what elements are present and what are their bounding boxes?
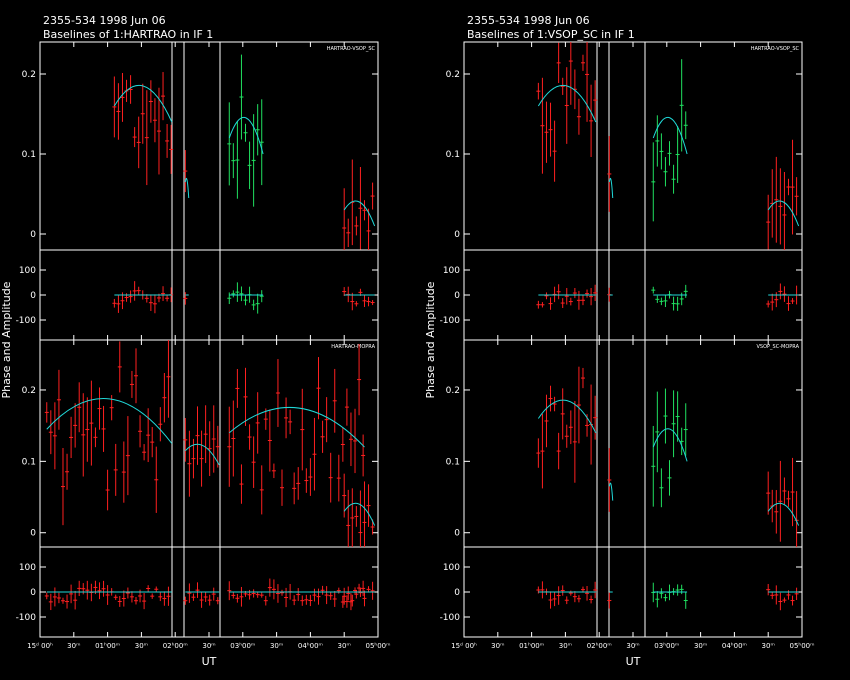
- amp-tick-label: 0: [454, 529, 460, 539]
- phase-tick-label: -100: [440, 613, 461, 623]
- x-tick-label: 02ʰ00ᵐ: [163, 642, 188, 650]
- baseline-label: HARTRAO-MOPRA: [331, 344, 375, 350]
- x-tick-label: 30ᵐ: [626, 642, 639, 650]
- x-tick-label: 05ʰ00ᵐ: [789, 642, 814, 650]
- phase-tick-label: 0: [454, 291, 460, 301]
- x-tick-label: 15ᵈ 00ʰ: [27, 642, 53, 650]
- x-tick-label: 05ʰ00ᵐ: [365, 642, 390, 650]
- model-curve: [767, 200, 800, 227]
- phase-tick-label: -100: [440, 316, 461, 326]
- baseline-label: VSOP_SC-MOPRA: [757, 344, 800, 350]
- amp-tick-label: 0.1: [22, 150, 36, 160]
- phase-panel-frame: [39, 249, 379, 341]
- model-curve: [537, 85, 597, 123]
- chart-subtitle: Baselines of 1:HARTRAO in IF 1: [43, 28, 213, 41]
- amplitude-panel-frame: [39, 339, 379, 548]
- model-curve: [343, 502, 376, 526]
- chart-title: 2355-534 1998 Jun 06: [467, 14, 590, 27]
- x-axis-label: UT: [626, 655, 641, 668]
- phase-tick-label: 0: [454, 588, 460, 598]
- amp-tick-label: 0.1: [22, 457, 36, 467]
- x-tick-label: 30ᵐ: [694, 642, 707, 650]
- amp-tick-label: 0: [30, 230, 36, 240]
- phase-tick-label: 100: [19, 266, 36, 276]
- amplitude-panel-frame: [463, 41, 803, 251]
- phase-tick-label: 100: [443, 266, 460, 276]
- phase-panel-frame: [463, 249, 803, 341]
- phase-tick-label: -100: [16, 613, 37, 623]
- amp-tick-label: 0.2: [446, 386, 460, 396]
- phase-panel-frame: [463, 546, 803, 638]
- baseline-label: HARTRAO-VSOP_SC: [327, 46, 376, 52]
- model-curve: [46, 398, 173, 444]
- model-curve: [184, 178, 190, 199]
- x-tick-label: 30ᵐ: [135, 642, 148, 650]
- model-curve: [228, 117, 264, 155]
- amp-tick-label: 0.2: [22, 70, 36, 80]
- x-tick-label: 03ʰ00ᵐ: [654, 642, 679, 650]
- model-curve: [113, 85, 173, 123]
- x-tick-label: 02ʰ00ᵐ: [587, 642, 612, 650]
- model-curve: [608, 178, 614, 199]
- amp-tick-label: 0: [454, 230, 460, 240]
- amp-tick-label: 0.2: [22, 386, 36, 396]
- model-curve: [767, 502, 800, 526]
- x-tick-label: 30ᵐ: [67, 642, 80, 650]
- x-tick-label: 30ᵐ: [762, 642, 775, 650]
- phase-tick-label: 100: [443, 563, 460, 573]
- x-tick-label: 30ᵐ: [338, 642, 351, 650]
- amp-tick-label: 0.2: [446, 70, 460, 80]
- model-curve: [537, 399, 597, 434]
- model-curve: [343, 200, 376, 227]
- x-tick-label: 30ᵐ: [491, 642, 504, 650]
- model-curve: [608, 482, 614, 501]
- baseline-label: HARTRAO-VSOP_SC: [751, 46, 800, 52]
- amplitude-panel-frame: [39, 41, 379, 251]
- x-tick-label: 30ᵐ: [270, 642, 283, 650]
- phase-tick-label: 0: [30, 291, 36, 301]
- x-tick-label: 15ᵈ 00ʰ: [451, 642, 477, 650]
- x-tick-label: 01ʰ00ᵐ: [95, 642, 120, 650]
- x-tick-label: 04ʰ00ᵐ: [722, 642, 747, 650]
- amp-tick-label: 0.1: [446, 457, 460, 467]
- amp-tick-label: 0: [30, 529, 36, 539]
- phase-tick-label: 100: [19, 563, 36, 573]
- x-axis-label: UT: [202, 655, 217, 668]
- x-tick-label: 30ᵐ: [559, 642, 572, 650]
- chart-subtitle: Baselines of 1:VSOP_SC in IF 1: [467, 28, 635, 41]
- y-axis-label: Phase and Amplitude: [424, 281, 437, 398]
- model-curve: [652, 117, 688, 155]
- x-tick-label: 01ʰ00ᵐ: [519, 642, 544, 650]
- model-curve: [184, 443, 220, 466]
- amplitude-panel-frame: [463, 339, 803, 548]
- model-curve: [652, 428, 688, 462]
- phase-tick-label: -100: [16, 316, 37, 326]
- x-tick-label: 30ᵐ: [202, 642, 215, 650]
- amp-tick-label: 0.1: [446, 150, 460, 160]
- x-tick-label: 03ʰ00ᵐ: [230, 642, 255, 650]
- phase-tick-label: 0: [30, 588, 36, 598]
- y-axis-label: Phase and Amplitude: [0, 281, 13, 398]
- model-curve: [228, 406, 365, 448]
- chart-title: 2355-534 1998 Jun 06: [43, 14, 166, 27]
- x-tick-label: 04ʰ00ᵐ: [298, 642, 323, 650]
